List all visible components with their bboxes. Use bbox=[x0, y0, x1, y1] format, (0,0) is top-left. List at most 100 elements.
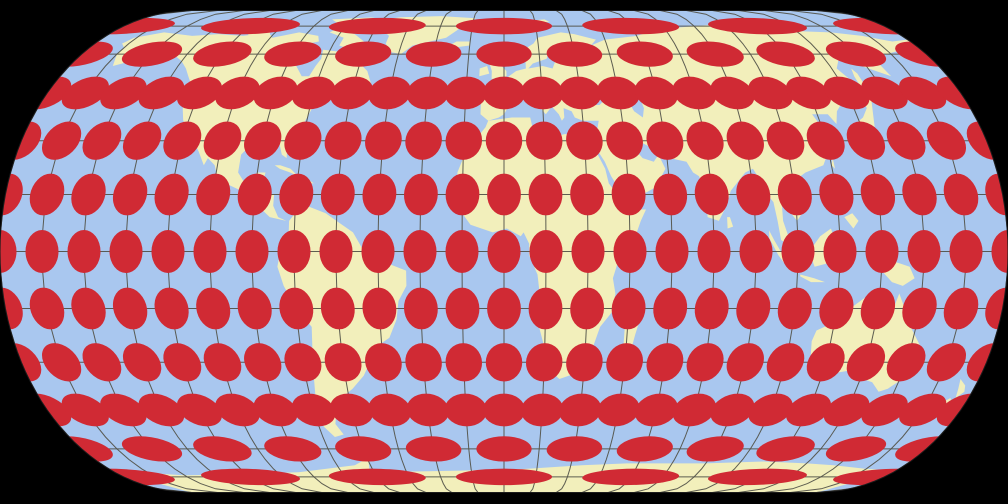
tissot-indicatrix bbox=[819, 173, 854, 216]
tissot-indicatrix bbox=[697, 230, 731, 273]
tissot-indicatrix bbox=[112, 173, 148, 216]
tissot-indicatrix bbox=[368, 76, 412, 110]
tissot-indicatrix bbox=[520, 76, 564, 110]
tissot-indicatrix bbox=[686, 436, 744, 462]
tissot-indicatrix bbox=[582, 468, 680, 486]
tissot-indicatrix bbox=[616, 436, 673, 462]
tissot-indicatrix bbox=[736, 287, 771, 330]
tissot-indicatrix bbox=[335, 41, 392, 67]
tissot-indicatrix bbox=[825, 41, 887, 67]
tissot-indicatrix bbox=[485, 121, 523, 160]
tissot-indicatrix bbox=[825, 436, 887, 462]
landmass-mindanao bbox=[844, 213, 859, 229]
tissot-indicatrix bbox=[686, 121, 724, 160]
tissot-indicatrix bbox=[203, 121, 242, 160]
tissot-indicatrix bbox=[320, 173, 355, 216]
tissot-indicatrix bbox=[739, 230, 773, 273]
tissot-indicatrix bbox=[61, 76, 109, 110]
tissot-indicatrix bbox=[201, 17, 300, 35]
tissot-indicatrix bbox=[708, 468, 807, 486]
tissot-indicatrix bbox=[235, 230, 269, 273]
tissot-indicatrix bbox=[943, 173, 979, 216]
tissot-indicatrix bbox=[686, 343, 724, 382]
tissot-indicatrix bbox=[445, 343, 483, 382]
tissot-indicatrix bbox=[616, 41, 673, 67]
tissot-indicatrix bbox=[899, 76, 947, 110]
tissot-indicatrix bbox=[570, 173, 605, 216]
tissot-indicatrix bbox=[766, 121, 805, 160]
tissot-indicatrix bbox=[902, 287, 937, 330]
tissot-indicatrix bbox=[525, 343, 563, 382]
tissot-indicatrix bbox=[163, 343, 202, 382]
tissot-indicatrix bbox=[846, 121, 886, 160]
tissot-indicatrix bbox=[112, 287, 148, 330]
tissot-indicatrix bbox=[253, 393, 298, 427]
tissot-indicatrix bbox=[328, 468, 426, 486]
tissot-indicatrix bbox=[886, 121, 926, 160]
tissot-indicatrix bbox=[748, 76, 793, 110]
tissot-indicatrix bbox=[41, 343, 82, 382]
tissot-indicatrix bbox=[949, 230, 983, 273]
tissot-indicatrix bbox=[786, 393, 831, 427]
tissot-indicatrix bbox=[445, 230, 479, 273]
tissot-indicatrix bbox=[237, 173, 272, 216]
tissot-indicatrix bbox=[686, 41, 744, 67]
tissot-indicatrix bbox=[708, 17, 807, 35]
tissot-indicatrix bbox=[991, 230, 1008, 273]
tissot-indicatrix bbox=[328, 17, 426, 35]
landmass-taiwan bbox=[831, 158, 835, 169]
tissot-indicatrix bbox=[177, 76, 222, 110]
tissot-indicatrix bbox=[406, 393, 450, 427]
tissot-indicatrix bbox=[163, 121, 202, 160]
tissot-indicatrix bbox=[546, 436, 603, 462]
tissot-indicatrix bbox=[748, 393, 793, 427]
tissot-indicatrix bbox=[215, 76, 260, 110]
tissot-indicatrix bbox=[672, 76, 716, 110]
tissot-indicatrix bbox=[781, 230, 815, 273]
tissot-indicatrix bbox=[71, 173, 106, 216]
tissot-indicatrix bbox=[405, 121, 442, 160]
tissot-indicatrix bbox=[865, 230, 899, 273]
tissot-indicatrix bbox=[61, 393, 109, 427]
tissot-indicatrix bbox=[100, 393, 147, 427]
tissot-indicatrix bbox=[582, 17, 680, 35]
tissot-indicatrix bbox=[566, 121, 603, 160]
tissot-indicatrix bbox=[861, 393, 908, 427]
tissot-indicatrix bbox=[455, 17, 553, 35]
tissot-indicatrix bbox=[319, 230, 353, 273]
tissot-indicatrix bbox=[846, 343, 886, 382]
tissot-indicatrix bbox=[365, 343, 402, 382]
tissot-indicatrix bbox=[566, 343, 603, 382]
tissot-indicatrix bbox=[487, 287, 521, 330]
tissot-indicatrix bbox=[860, 173, 896, 216]
tissot-indicatrix bbox=[943, 287, 979, 330]
tissot-indicatrix bbox=[445, 287, 480, 330]
tissot-indicatrix bbox=[403, 287, 438, 330]
tissot-indicatrix bbox=[253, 76, 298, 110]
tissot-indicatrix bbox=[455, 468, 553, 486]
tissot-indicatrix bbox=[201, 468, 300, 486]
tissot-indicatrix bbox=[899, 393, 947, 427]
tissot-indicatrix bbox=[193, 41, 252, 67]
tissot-indicatrix bbox=[362, 173, 397, 216]
tissot-indicatrix bbox=[786, 76, 831, 110]
tissot-indicatrix bbox=[365, 121, 402, 160]
tissot-indicatrix bbox=[403, 173, 438, 216]
tissot-indicatrix bbox=[264, 436, 322, 462]
tissot-indicatrix bbox=[154, 287, 189, 330]
tissot-indicatrix bbox=[546, 41, 603, 67]
tissot-indicatrix bbox=[819, 287, 854, 330]
tissot-indicatrix bbox=[806, 121, 845, 160]
tissot-indicatrix bbox=[406, 76, 450, 110]
tissot-indicatrix bbox=[82, 121, 122, 160]
tissot-indicatrix bbox=[634, 393, 678, 427]
tissot-indicatrix bbox=[445, 173, 480, 216]
landmass-cuba bbox=[274, 165, 298, 177]
tissot-indicatrix bbox=[528, 287, 563, 330]
tissot-indicatrix bbox=[29, 287, 65, 330]
tissot-indicatrix bbox=[196, 173, 231, 216]
tissot-indicatrix bbox=[41, 121, 82, 160]
map-outline bbox=[0, 10, 1008, 493]
tissot-indicatrix bbox=[292, 393, 336, 427]
tissot-indicatrix bbox=[634, 76, 678, 110]
